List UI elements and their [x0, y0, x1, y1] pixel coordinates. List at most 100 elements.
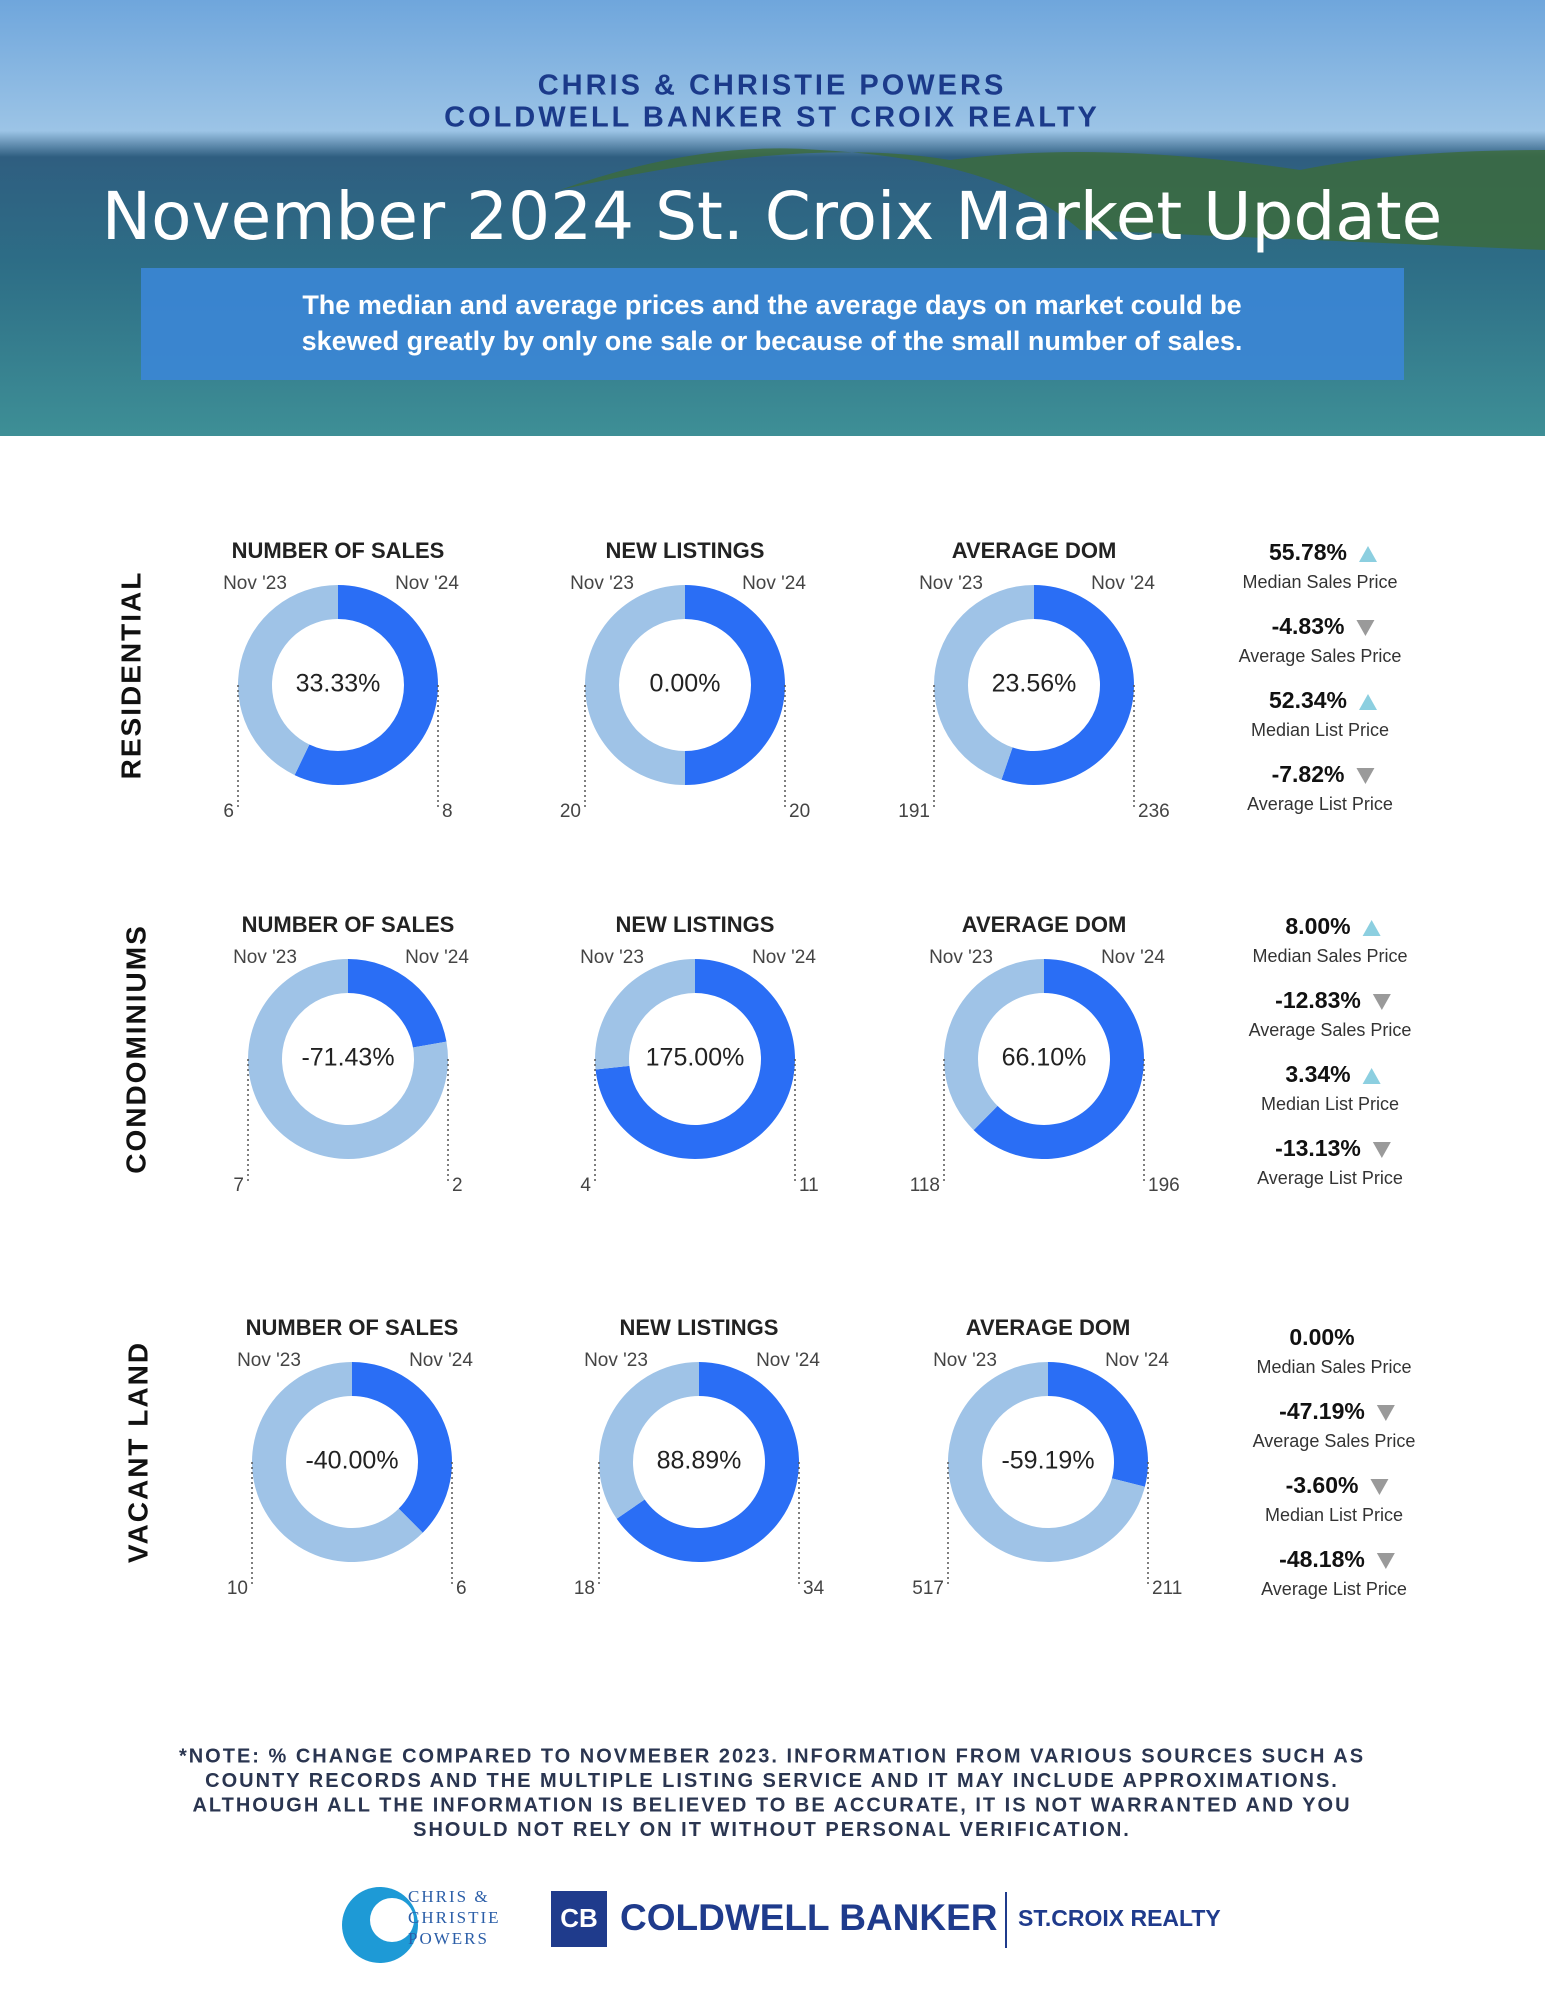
period-label: Nov '23	[584, 1350, 648, 1371]
trend-arrow	[1376, 1405, 1395, 1421]
trend-arrow	[1362, 920, 1381, 936]
donut-previous	[598, 1362, 699, 1519]
header-line: COLDWELL BANKER ST CROIX REALTY	[444, 102, 1100, 134]
current-value: 6	[456, 1578, 467, 1599]
stat-value: 55.78%	[1269, 539, 1347, 565]
stat-label: Median Sales Price	[1242, 572, 1397, 592]
previous-value: 7	[233, 1175, 244, 1196]
donut-title: AVERAGE DOM	[962, 912, 1127, 937]
previous-value: 517	[912, 1578, 944, 1599]
trend-arrow	[1372, 1142, 1391, 1158]
period-label: Nov '23	[223, 573, 287, 594]
stat-label: Median List Price	[1265, 1505, 1403, 1525]
section-label: VACANT LAND	[122, 1341, 153, 1563]
trend-arrow	[1376, 1553, 1395, 1569]
donut-previous	[585, 585, 685, 785]
stat-label: Median Sales Price	[1252, 946, 1407, 966]
trend-arrow	[1356, 768, 1375, 784]
stat-value: 52.34%	[1269, 687, 1347, 713]
current-value: 11	[799, 1175, 819, 1196]
stat-label: Median List Price	[1261, 1094, 1399, 1114]
stat-value: 8.00%	[1285, 913, 1350, 939]
donut-current	[294, 585, 439, 786]
donut-current	[352, 1362, 452, 1533]
office-name: ST.CROIX REALTY	[1018, 1905, 1221, 1931]
period-label: Nov '24	[742, 573, 806, 594]
donut-title: NEW LISTINGS	[606, 538, 765, 563]
trend-arrow	[1359, 546, 1378, 562]
previous-value: 118	[910, 1175, 940, 1196]
stat-value: -12.83%	[1275, 987, 1361, 1013]
donut-current	[616, 1362, 800, 1562]
donut-current	[973, 959, 1144, 1159]
stat-label: Average Sales Price	[1253, 1431, 1416, 1451]
period-label: Nov '23	[233, 947, 297, 968]
period-label: Nov '24	[756, 1350, 820, 1371]
period-label: Nov '23	[237, 1350, 301, 1371]
current-value: 2	[452, 1175, 463, 1196]
brand-name: COLDWELL BANKER	[620, 1897, 998, 1938]
current-value: 236	[1138, 801, 1170, 822]
donut-current	[595, 959, 795, 1159]
current-value: 34	[803, 1578, 825, 1599]
donut-title: NEW LISTINGS	[616, 912, 775, 937]
stat-value: -13.13%	[1275, 1135, 1361, 1161]
previous-value: 10	[227, 1578, 248, 1599]
trend-arrow	[1372, 994, 1391, 1010]
donut-title: AVERAGE DOM	[966, 1315, 1131, 1340]
donut-previous	[944, 959, 1044, 1131]
current-value: 20	[789, 801, 810, 822]
change-label: 88.89%	[657, 1447, 742, 1475]
donut-title: AVERAGE DOM	[952, 538, 1117, 563]
stat-value: -3.60%	[1286, 1472, 1359, 1498]
disclaimer: SHOULD NOT RELY ON IT WITHOUT PERSONAL V…	[413, 1819, 1131, 1841]
stat-label: Median List Price	[1251, 720, 1389, 740]
period-label: Nov '24	[405, 947, 469, 968]
trend-arrow	[1362, 1068, 1381, 1084]
change-label: 0.00%	[650, 670, 721, 698]
period-label: Nov '23	[929, 947, 993, 968]
trend-arrow	[1356, 620, 1375, 636]
footer: CHRIS & CHRISTIE POWERS CB COLDWELL BANK…	[342, 1887, 1221, 1963]
disclaimer: ALTHOUGH ALL THE INFORMATION IS BELIEVED…	[192, 1794, 1351, 1816]
donut-title: NEW LISTINGS	[620, 1315, 779, 1340]
stat-label: Median Sales Price	[1256, 1357, 1411, 1377]
period-label: Nov '24	[1105, 1350, 1169, 1371]
donut-title: NUMBER OF SALES	[242, 912, 455, 937]
previous-value: 20	[560, 801, 581, 822]
disclaimer: *NOTE: % CHANGE COMPARED TO NOVMEBER 202…	[179, 1745, 1365, 1767]
team-name: CHRIS &	[408, 1887, 490, 1906]
donut-previous	[238, 585, 338, 776]
current-value: 8	[442, 801, 453, 822]
donut-current	[685, 585, 785, 785]
stat-label: Average Sales Price	[1249, 1020, 1412, 1040]
donut-title: NUMBER OF SALES	[246, 1315, 459, 1340]
period-label: Nov '24	[752, 947, 816, 968]
stat-value: 0.00%	[1289, 1324, 1354, 1350]
page-title: November 2024 St. Croix Market Update	[102, 178, 1442, 255]
change-label: 23.56%	[992, 670, 1077, 698]
period-label: Nov '23	[933, 1350, 997, 1371]
banner-text: skewed greatly by only one sale or becau…	[302, 326, 1243, 356]
period-label: Nov '23	[580, 947, 644, 968]
stat-label: Average List Price	[1261, 1579, 1407, 1599]
donut-title: NUMBER OF SALES	[232, 538, 445, 563]
previous-value: 6	[223, 801, 234, 822]
previous-value: 191	[898, 801, 930, 822]
donut-current	[348, 959, 447, 1048]
brand-logo	[551, 1891, 607, 1947]
change-label: -71.43%	[301, 1044, 394, 1072]
stat-value: -48.18%	[1279, 1546, 1365, 1572]
change-label: 33.33%	[296, 670, 381, 698]
current-value: 196	[1148, 1175, 1180, 1196]
previous-value: 4	[580, 1175, 591, 1196]
stat-value: -4.83%	[1272, 613, 1345, 639]
stat-value: -47.19%	[1279, 1398, 1365, 1424]
island	[560, 148, 1545, 250]
header-line: CHRIS & CHRISTIE POWERS	[538, 70, 1007, 102]
current-value: 211	[1152, 1578, 1182, 1599]
change-label: -59.19%	[1001, 1447, 1094, 1475]
change-label: -40.00%	[305, 1447, 398, 1475]
stat-label: Average List Price	[1247, 794, 1393, 814]
disclaimer: COUNTY RECORDS AND THE MULTIPLE LISTING …	[205, 1770, 1339, 1792]
